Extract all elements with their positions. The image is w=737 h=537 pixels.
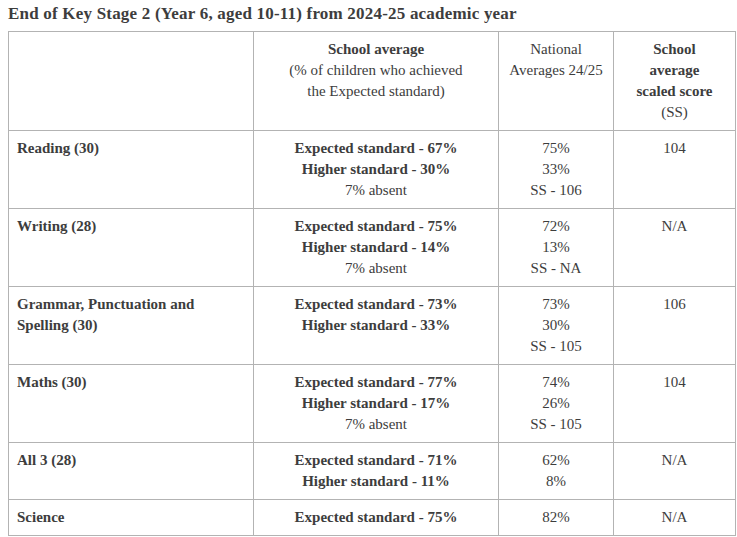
school-average-cell: Expected standard - 75% — [254, 500, 499, 536]
table-row: Grammar, Punctuation and Spelling (30)Ex… — [9, 287, 736, 365]
school-average-line: Expected standard - 73% — [262, 294, 490, 315]
subject-cell: Reading (30) — [9, 131, 254, 209]
ks2-results-table: School average (% of children who achiev… — [8, 31, 736, 536]
subject-cell: Grammar, Punctuation and Spelling (30) — [9, 287, 254, 365]
page: End of Key Stage 2 (Year 6, aged 10-11) … — [0, 0, 737, 537]
national-average-line: 13% — [507, 237, 605, 258]
school-average-line: Expected standard - 71% — [262, 450, 490, 471]
header-school-average-title: School average — [262, 39, 490, 60]
national-average-line: 26% — [507, 393, 605, 414]
scaled-score-cell: N/A — [614, 209, 736, 287]
scaled-score-cell: 104 — [614, 131, 736, 209]
table-body: Reading (30)Expected standard - 67%Highe… — [9, 131, 736, 536]
school-average-line: Higher standard - 30% — [262, 159, 490, 180]
subject-cell: Writing (28) — [9, 209, 254, 287]
header-national-averages: National Averages 24/25 — [499, 32, 614, 131]
table-header-row: School average (% of children who achiev… — [9, 32, 736, 131]
national-average-cell: 74%26%SS - 105 — [499, 365, 614, 443]
header-scaled-score: School average scaled score (SS) — [614, 32, 736, 131]
school-average-cell: Expected standard - 73%Higher standard -… — [254, 287, 499, 365]
table-row: Science Expected standard - 75% 82% N/A — [9, 500, 736, 536]
table-row: Maths (30)Expected standard - 77%Higher … — [9, 365, 736, 443]
scaled-score-cell: 106 — [614, 287, 736, 365]
school-average-line: Expected standard - 67% — [262, 138, 490, 159]
header-school-average-subtitle: (% of children who achieved the Expected… — [281, 60, 471, 102]
header-school-average: School average (% of children who achiev… — [254, 32, 499, 131]
school-average-line: Expected standard - 75% — [262, 216, 490, 237]
national-average-cell: 72%13%SS - NA — [499, 209, 614, 287]
school-average-line: Higher standard - 14% — [262, 237, 490, 258]
school-average-line: Expected standard - 77% — [262, 372, 490, 393]
school-average-line: Higher standard - 33% — [262, 315, 490, 336]
national-average-cell: 75%33%SS - 106 — [499, 131, 614, 209]
national-average-line: 30% — [507, 315, 605, 336]
school-average-cell: Expected standard - 77%Higher standard -… — [254, 365, 499, 443]
school-average-line: 7% absent — [262, 180, 490, 201]
national-average-cell: 62%8% — [499, 443, 614, 500]
subject-cell: Maths (30) — [9, 365, 254, 443]
scaled-score-cell: N/A — [614, 500, 736, 536]
national-average-line: 8% — [507, 471, 605, 492]
national-average-cell: 73%30%SS - 105 — [499, 287, 614, 365]
school-average-line: 7% absent — [262, 414, 490, 435]
header-scaled-score-text: School average scaled score (SS) — [633, 39, 717, 123]
national-average-line: 33% — [507, 159, 605, 180]
header-scaled-score-title: School average scaled score — [637, 41, 713, 99]
national-average-line: 82% — [507, 507, 605, 528]
national-average-cell: 82% — [499, 500, 614, 536]
header-subject — [9, 32, 254, 131]
page-title: End of Key Stage 2 (Year 6, aged 10-11) … — [8, 3, 737, 25]
scaled-score-cell: 104 — [614, 365, 736, 443]
school-average-line: Higher standard - 17% — [262, 393, 490, 414]
table-row: All 3 (28)Expected standard - 71%Higher … — [9, 443, 736, 500]
national-average-line: SS - 105 — [507, 414, 605, 435]
table-row: Reading (30)Expected standard - 67%Highe… — [9, 131, 736, 209]
school-average-line: Higher standard - 11% — [262, 471, 490, 492]
table-row: Writing (28)Expected standard - 75%Highe… — [9, 209, 736, 287]
header-scaled-score-suffix: (SS) — [661, 104, 688, 120]
national-average-line: 75% — [507, 138, 605, 159]
national-average-line: 73% — [507, 294, 605, 315]
school-average-cell: Expected standard - 67%Higher standard -… — [254, 131, 499, 209]
national-average-line: 62% — [507, 450, 605, 471]
school-average-line: 7% absent — [262, 258, 490, 279]
national-average-line: SS - NA — [507, 258, 605, 279]
national-average-line: 74% — [507, 372, 605, 393]
national-average-line: 72% — [507, 216, 605, 237]
national-average-line: SS - 105 — [507, 336, 605, 357]
national-average-line: SS - 106 — [507, 180, 605, 201]
school-average-cell: Expected standard - 71%Higher standard -… — [254, 443, 499, 500]
school-average-cell: Expected standard - 75%Higher standard -… — [254, 209, 499, 287]
school-average-line: Expected standard - 75% — [262, 507, 490, 528]
subject-cell: Science — [9, 500, 254, 536]
scaled-score-cell: N/A — [614, 443, 736, 500]
subject-cell: All 3 (28) — [9, 443, 254, 500]
